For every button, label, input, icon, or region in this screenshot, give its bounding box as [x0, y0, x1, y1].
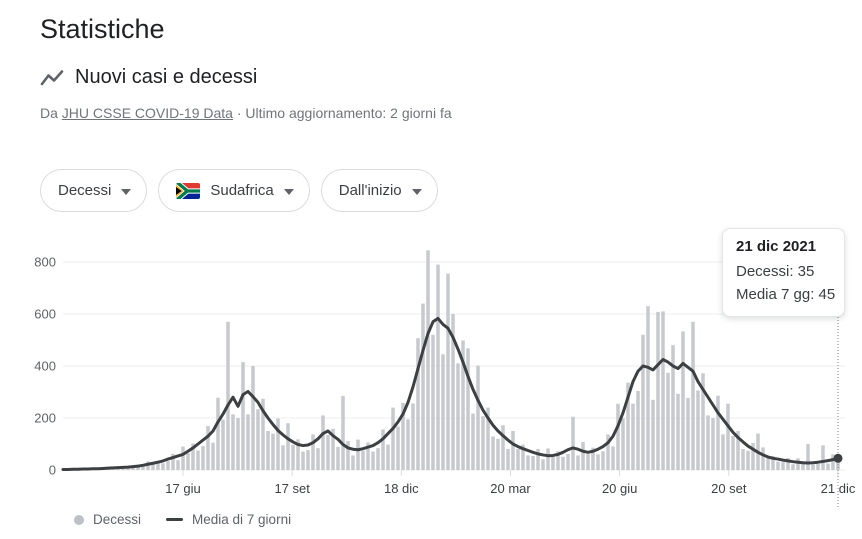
svg-text:600: 600 — [34, 307, 56, 322]
tooltip-average-row: Media 7 gg: 45 — [736, 286, 836, 303]
legend-decessi-label: Decessi — [93, 512, 142, 527]
chevron-down-icon — [411, 188, 422, 195]
chart-legend: Decessi Media di 7 giorni — [74, 512, 291, 527]
legend-media-label: Media di 7 giorni — [192, 512, 292, 527]
svg-text:17 set: 17 set — [274, 481, 310, 496]
source-prefix: Da — [40, 105, 58, 121]
chevron-down-icon — [121, 188, 132, 195]
svg-text:20 set: 20 set — [711, 481, 747, 496]
svg-text:17 giu: 17 giu — [165, 481, 200, 496]
country-dropdown-label: Sudafrica — [210, 182, 274, 199]
legend-line-icon — [166, 518, 184, 521]
svg-text:400: 400 — [34, 359, 56, 374]
legend-media: Media di 7 giorni — [166, 512, 291, 527]
x-axis-labels: 17 giu 17 set 18 dic 20 mar 20 giu 20 set 21 d… — [165, 481, 856, 496]
metric-dropdown-label: Decessi — [58, 182, 112, 199]
country-dropdown[interactable]: Sudafrica — [158, 169, 310, 212]
legend-decessi: Decessi — [74, 512, 141, 527]
south-africa-flag-icon — [176, 182, 201, 199]
card-title: Nuovi casi e decessi — [75, 66, 258, 88]
source-updated: Ultimo aggiornamento: 2 giorni fa — [245, 105, 452, 121]
chart-tooltip: 21 dic 2021 Decessi: 35 Media 7 gg: 45 — [722, 228, 845, 317]
svg-text:800: 800 — [34, 255, 56, 270]
source-link[interactable]: JHU CSSE COVID-19 Data — [61, 105, 233, 121]
endpoint-dot[interactable] — [833, 453, 843, 463]
filter-bar: Decessi Sudafrica Dall'inizio — [40, 169, 438, 212]
source-line: Da JHU CSSE COVID-19 Data · Ultimo aggio… — [40, 105, 452, 121]
legend-dot-icon — [74, 514, 84, 525]
svg-text:18 dic: 18 dic — [384, 481, 419, 496]
source-separator: · — [236, 105, 242, 121]
metric-dropdown[interactable]: Decessi — [40, 169, 148, 212]
tooltip-deaths-row: Decessi: 35 — [736, 263, 815, 280]
range-dropdown[interactable]: Dall'inizio — [320, 169, 438, 212]
line-chart-icon — [40, 69, 64, 85]
svg-text:20 mar: 20 mar — [490, 481, 531, 496]
card-header: Nuovi casi e decessi — [40, 66, 257, 89]
svg-text:20 giu: 20 giu — [602, 481, 637, 496]
y-axis-labels: 0 200 400 600 800 — [34, 255, 56, 478]
page-title: Statistiche — [40, 14, 165, 44]
svg-text:0: 0 — [49, 463, 56, 478]
x-axis-ticks — [182, 470, 839, 476]
chevron-down-icon — [283, 188, 294, 195]
media-7-giorni-line — [61, 316, 840, 471]
covid-chart[interactable]: 0 200 400 600 800 17 giu 17 set 18 dic 20 mar 20 … — [0, 230, 862, 520]
tooltip-date: 21 dic 2021 — [736, 238, 817, 255]
svg-text:200: 200 — [34, 411, 56, 426]
bars-decessi[interactable] — [61, 250, 840, 470]
range-dropdown-label: Dall'inizio — [338, 182, 402, 199]
